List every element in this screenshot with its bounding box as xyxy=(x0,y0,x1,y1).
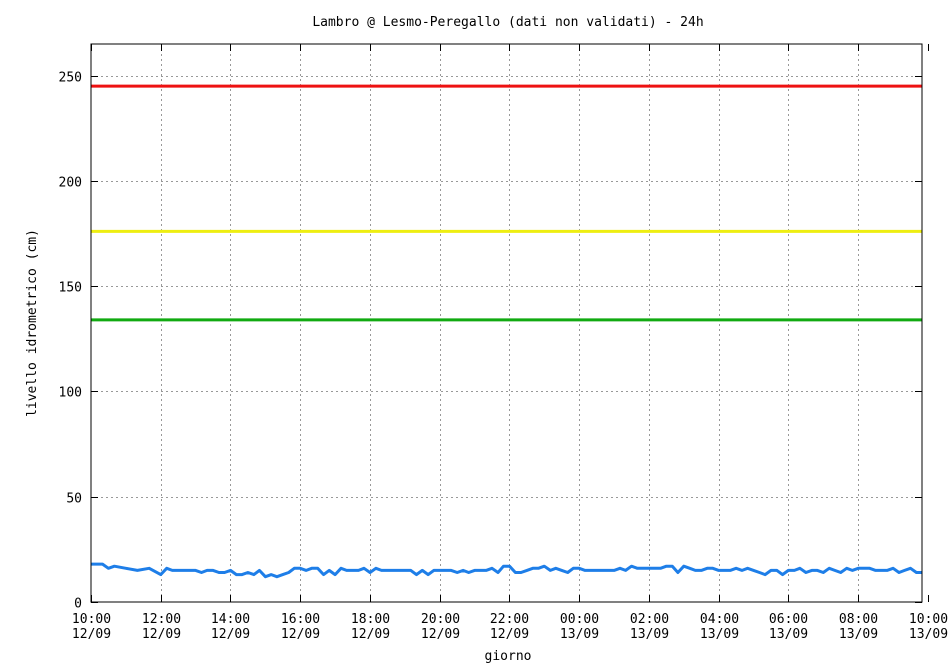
x-tick-date-label: 12/09 xyxy=(142,627,181,642)
x-tick-date-label: 12/09 xyxy=(421,627,460,642)
x-axis-label: giorno xyxy=(485,649,532,664)
y-tick-label: 150 xyxy=(59,281,82,296)
x-tick-date-label: 13/09 xyxy=(700,627,739,642)
x-tick-time-label: 02:00 xyxy=(630,612,669,627)
grid-lines xyxy=(91,44,922,602)
y-tick-label: 100 xyxy=(59,386,82,401)
x-tick-date-label: 12/09 xyxy=(211,627,250,642)
x-tick-date-label: 13/09 xyxy=(839,627,878,642)
x-tick-time-label: 22:00 xyxy=(490,612,529,627)
y-tick-label: 250 xyxy=(59,71,82,86)
plot-frame xyxy=(90,43,923,603)
y-tick-label: 0 xyxy=(74,597,82,612)
x-tick-date-label: 13/09 xyxy=(909,627,948,642)
x-tick-time-label: 20:00 xyxy=(421,612,460,627)
x-tick-time-label: 18:00 xyxy=(351,612,390,627)
y-axis-label: livello idrometrico (cm) xyxy=(25,229,40,417)
water-level-line xyxy=(91,562,922,579)
x-tick-time-label: 10:00 xyxy=(72,612,111,627)
y-tick-label: 200 xyxy=(59,176,82,191)
x-tick-date-label: 12/09 xyxy=(351,627,390,642)
x-tick-time-label: 00:00 xyxy=(560,612,599,627)
chart-title: Lambro @ Lesmo-Peregallo (dati non valid… xyxy=(312,15,703,30)
x-tick-time-label: 10:00 xyxy=(909,612,948,627)
x-tick-time-label: 16:00 xyxy=(281,612,320,627)
axis-ticks: 05010015020025010:0012/0912:0012/0914:00… xyxy=(59,44,948,642)
x-tick-date-label: 12/09 xyxy=(72,627,111,642)
x-tick-time-label: 04:00 xyxy=(700,612,739,627)
x-tick-date-label: 13/09 xyxy=(769,627,808,642)
x-tick-time-label: 06:00 xyxy=(769,612,808,627)
x-tick-date-label: 13/09 xyxy=(560,627,599,642)
y-tick-label: 50 xyxy=(66,492,82,507)
x-tick-date-label: 13/09 xyxy=(630,627,669,642)
threshold-lines xyxy=(91,84,922,322)
x-tick-time-label: 08:00 xyxy=(839,612,878,627)
series-layer xyxy=(91,562,922,579)
x-tick-time-label: 14:00 xyxy=(211,612,250,627)
x-tick-date-label: 12/09 xyxy=(281,627,320,642)
x-tick-date-label: 12/09 xyxy=(490,627,529,642)
x-tick-time-label: 12:00 xyxy=(142,612,181,627)
